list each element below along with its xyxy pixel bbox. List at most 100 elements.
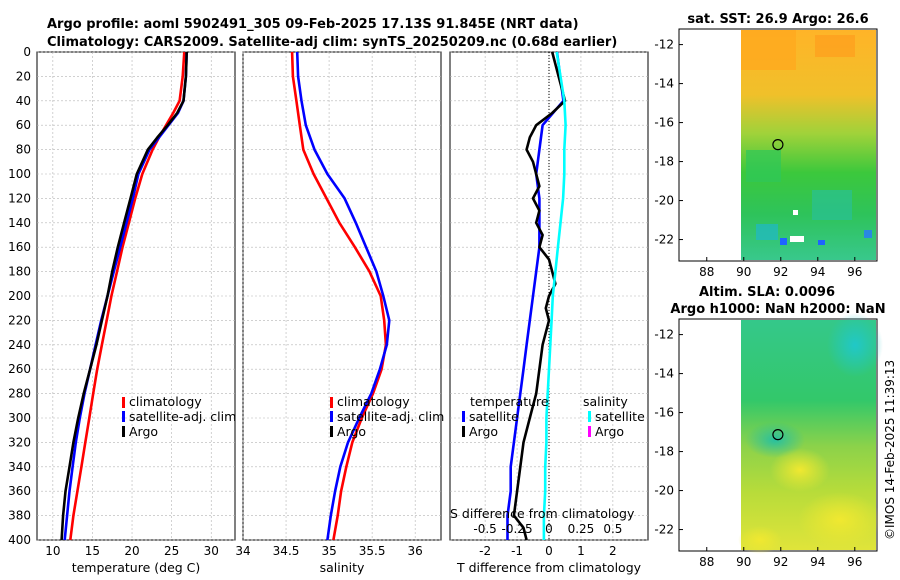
profile-location-marker bbox=[772, 429, 784, 441]
sla-map-lat-tick-label: -18 bbox=[654, 445, 674, 459]
sst-map-lat-tick-label: -18 bbox=[654, 155, 674, 169]
temperature-tick-label: 25 bbox=[164, 544, 179, 558]
difference-tick-label: -1 bbox=[511, 544, 523, 558]
legend-argo: Argo bbox=[129, 424, 158, 439]
depth-tick-label: 60 bbox=[16, 118, 31, 132]
sst-map-lon-tick-label: 90 bbox=[736, 265, 751, 279]
sla-map-lon-tick-label: 96 bbox=[847, 555, 862, 569]
difference-tick-label: -2 bbox=[479, 544, 491, 558]
legend-sal-argo: Argo bbox=[595, 424, 624, 439]
difference-line-temperature-satellite bbox=[506, 51, 565, 540]
salinity-tick-label: 36 bbox=[408, 544, 423, 558]
depth-tick-label: 40 bbox=[16, 94, 31, 108]
difference-line-temperature-argo bbox=[512, 51, 567, 541]
sst-map-lon-tick-label: 88 bbox=[699, 265, 714, 279]
sla-map-lon-tick-label: 88 bbox=[699, 555, 714, 569]
s-difference-tick-label: -0.5 bbox=[473, 522, 496, 536]
difference-line-salinity-satellite bbox=[542, 51, 567, 540]
sst-map-title: sat. SST: 26.9 Argo: 26.6 bbox=[687, 12, 868, 27]
legend-satellite: satellite-adj. clim bbox=[337, 409, 444, 424]
figure-title-line1: Argo profile: aoml 5902491_305 09-Feb-20… bbox=[47, 17, 579, 32]
temperature-tick-label: 30 bbox=[204, 544, 219, 558]
sla-patch bbox=[738, 526, 782, 554]
depth-tick-label: 360 bbox=[8, 484, 31, 498]
sst-map-lat-tick-label: -12 bbox=[654, 38, 674, 52]
legend-sal-satellite: satellite bbox=[595, 409, 645, 424]
salinity-tick-label: 34 bbox=[235, 544, 250, 558]
salinity-axis-label: salinity bbox=[320, 560, 365, 575]
sla-patch bbox=[770, 448, 830, 492]
timestamp-stamp: ©IMOS 14-Feb-2025 11:39:13 bbox=[883, 360, 897, 540]
sst-map-lat-tick-label: -16 bbox=[654, 116, 674, 130]
s-difference-tick-label: 0.25 bbox=[568, 522, 595, 536]
sst-patch bbox=[790, 236, 804, 242]
depth-tick-label: 320 bbox=[8, 435, 31, 449]
sst-patch bbox=[756, 224, 778, 240]
legend-swatch-satellite bbox=[330, 411, 333, 422]
legend-swatch-temp-argo bbox=[462, 426, 465, 437]
sst-patch bbox=[780, 238, 787, 245]
sst-patch bbox=[793, 210, 798, 215]
s-difference-tick-label: -0.25 bbox=[502, 522, 533, 536]
s-difference-tick-label: 0.5 bbox=[603, 522, 622, 536]
sst-map-lon-tick-label: 94 bbox=[810, 265, 825, 279]
sst-patch bbox=[746, 150, 781, 182]
legend-swatch-temp-satellite bbox=[462, 411, 465, 422]
difference-tick-label: 1 bbox=[577, 544, 585, 558]
depth-tick-label: 260 bbox=[8, 362, 31, 376]
sst-map-lat-tick-label: -20 bbox=[654, 194, 674, 208]
sla-patch bbox=[798, 492, 882, 548]
depth-tick-label: 300 bbox=[8, 411, 31, 425]
temperature-tick-label: 10 bbox=[45, 544, 60, 558]
t-difference-axis-label: T difference from climatology bbox=[456, 560, 642, 575]
salinity-legend: climatology satellite-adj. clim Argo bbox=[330, 394, 444, 439]
s-difference-axis-label: S difference from climatology bbox=[450, 506, 635, 521]
depth-tick-label: 220 bbox=[8, 313, 31, 327]
legend-temp-satellite: satellite bbox=[469, 409, 519, 424]
temperature-line-argo bbox=[60, 51, 188, 541]
sla-map-subtitle: Argo h1000: NaN h2000: NaN bbox=[670, 302, 885, 317]
legend-argo: Argo bbox=[337, 424, 366, 439]
sst-map-lon-tick-label: 96 bbox=[847, 265, 862, 279]
legend-swatch-climatology bbox=[330, 397, 333, 408]
temperature-line-climatology bbox=[69, 51, 186, 541]
legend-swatch-argo bbox=[122, 426, 125, 437]
sst-map-lat-tick-label: -14 bbox=[654, 77, 674, 91]
sst-map-lat-tick-label: -22 bbox=[654, 233, 674, 247]
depth-tick-label: 280 bbox=[8, 387, 31, 401]
salinity-line-satellite-adj-clim bbox=[295, 51, 391, 541]
salinity-line-climatology bbox=[290, 51, 388, 541]
sst-heatmap-patches bbox=[741, 30, 872, 245]
legend-temp-argo: Argo bbox=[469, 424, 498, 439]
salinity-tick-label: 34.5 bbox=[273, 544, 300, 558]
depth-tick-label: 160 bbox=[8, 240, 31, 254]
sla-map-lat-tick-label: -20 bbox=[654, 484, 674, 498]
depth-tick-label: 140 bbox=[8, 216, 31, 230]
sst-patch bbox=[818, 240, 825, 245]
depth-tick-label: 0 bbox=[23, 45, 31, 59]
legend-salinity-title: salinity bbox=[583, 394, 628, 409]
sla-map-lat-tick-label: -16 bbox=[654, 406, 674, 420]
sla-map-lon-tick-label: 92 bbox=[773, 555, 788, 569]
difference-tick-label: 0 bbox=[545, 544, 553, 558]
salinity-tick-label: 35.5 bbox=[359, 544, 386, 558]
difference-tick-label: 2 bbox=[609, 544, 617, 558]
depth-tick-label: 120 bbox=[8, 191, 31, 205]
s-difference-tick-label: 0 bbox=[545, 522, 553, 536]
depth-tick-label: 20 bbox=[16, 69, 31, 83]
sst-patch bbox=[815, 35, 855, 57]
depth-tick-label: 380 bbox=[8, 509, 31, 523]
legend-satellite: satellite-adj. clim bbox=[129, 409, 236, 424]
depth-tick-label: 400 bbox=[8, 533, 31, 547]
legend-swatch-sal-argo bbox=[588, 426, 591, 437]
sst-patch bbox=[812, 190, 852, 220]
legend-swatch-sal-satellite bbox=[588, 411, 591, 422]
sla-patch bbox=[745, 422, 805, 458]
sla-map-lat-tick-label: -12 bbox=[654, 328, 674, 342]
sst-patch bbox=[864, 230, 872, 238]
temperature-tick-label: 20 bbox=[124, 544, 139, 558]
sla-map-title: Altim. SLA: 0.0096 bbox=[699, 285, 835, 300]
depth-tick-label: 340 bbox=[8, 460, 31, 474]
difference-legend: temperature satellite Argo salinity sate… bbox=[462, 394, 645, 439]
